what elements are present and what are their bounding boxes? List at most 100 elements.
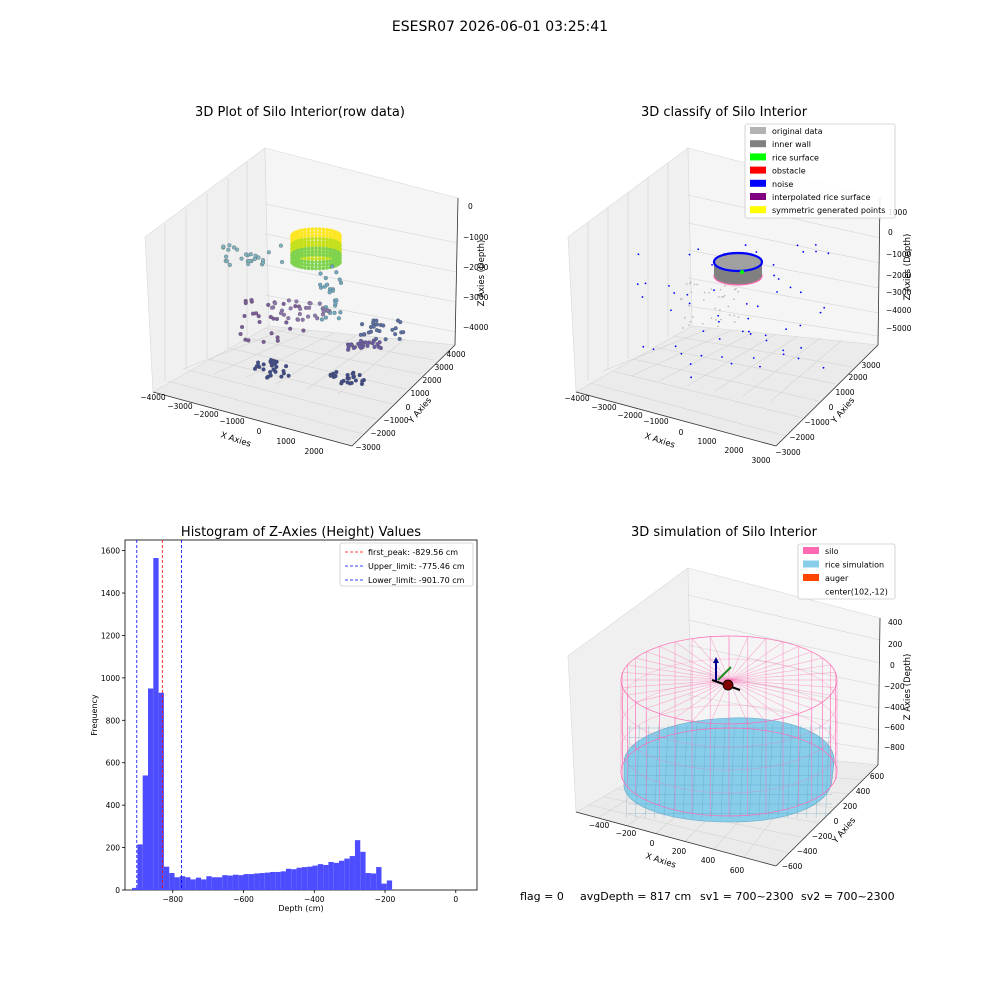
- original-data-point: [714, 307, 716, 310]
- original-data-point: [696, 283, 699, 286]
- chart4-ytick-label: 400: [856, 787, 871, 796]
- scatter-point: [306, 240, 311, 244]
- scatter-point: [252, 257, 257, 262]
- histogram-bar: [328, 862, 334, 890]
- scatter-point: [334, 369, 339, 375]
- histogram-bar: [381, 883, 387, 890]
- scatter-point: [321, 266, 326, 271]
- chart1-title: 3D Plot of Silo Interior(row data): [195, 105, 405, 120]
- silo-roof-line: [635, 657, 730, 681]
- noise-point: [772, 264, 775, 266]
- histogram-ytick-label: 200: [106, 844, 121, 853]
- chart2-xtick-label: 0: [679, 428, 684, 437]
- panel-simulation-3d: 3D simulation of Silo Interior −400 −200…: [567, 525, 913, 875]
- scatter-point: [303, 227, 307, 232]
- mesh-line: [796, 724, 802, 819]
- silo-roof-line: [728, 679, 831, 696]
- mesh-line: [815, 724, 821, 819]
- mesh-line: [720, 724, 726, 819]
- chart4-zlabel: Z Axies (Depth): [903, 654, 913, 721]
- legend-swatch: [750, 166, 766, 174]
- chart4-x-axis-line: [575, 811, 777, 867]
- scatter-point: [351, 345, 356, 351]
- scatter-point: [314, 233, 318, 238]
- chart2-ztick-label: −3000: [886, 288, 912, 297]
- original-data-point: [734, 288, 736, 291]
- histogram-bar: [211, 877, 217, 890]
- chart4-xtick-label: 200: [672, 847, 687, 856]
- scatter-point: [325, 262, 329, 267]
- scatter-point: [310, 236, 315, 241]
- rice-surface-point: [740, 270, 744, 274]
- scatter-point: [297, 238, 301, 243]
- scatter-point: [273, 301, 278, 306]
- scatter-point: [300, 228, 304, 233]
- legend-label: first_peak: -829.56 cm: [368, 548, 458, 557]
- scatter-point: [306, 263, 311, 267]
- noise-point: [668, 284, 670, 287]
- silo-roof-line: [627, 664, 730, 681]
- noise-point: [689, 363, 692, 365]
- chart1-xtick-label: 2000: [304, 447, 323, 456]
- histogram-bar: [174, 877, 180, 890]
- histogram-bar: [285, 868, 292, 890]
- histogram-bar: [296, 867, 302, 890]
- original-data-point: [721, 296, 723, 298]
- scatter-point: [268, 370, 273, 375]
- histogram-bar: [185, 877, 191, 890]
- scatter-point: [328, 247, 332, 252]
- scatter-point: [297, 248, 301, 253]
- scatter-point: [330, 288, 335, 293]
- scatter-point: [226, 247, 231, 252]
- scatter-point: [261, 339, 266, 344]
- mesh-line: [654, 724, 659, 819]
- scatter-point: [249, 297, 254, 303]
- scatter-point: [328, 234, 332, 239]
- chart4-ztick-label: 0: [890, 661, 895, 670]
- scatter-point: [317, 301, 322, 306]
- chart1-z-axis-line: [454, 197, 459, 346]
- silo-roof-line: [674, 679, 730, 719]
- scatter-point: [303, 256, 307, 261]
- scatter-point: [300, 247, 304, 252]
- scatter-point: [246, 262, 251, 267]
- original-data-point: [690, 291, 693, 294]
- silo-roof-line: [728, 641, 784, 681]
- noise-point: [827, 252, 830, 255]
- scatter-point: [317, 260, 322, 264]
- scatter-point: [321, 256, 326, 261]
- chart3-legend-box: [339, 542, 474, 587]
- noise-point: [782, 349, 785, 352]
- scatter-point: [401, 330, 406, 335]
- noise-point: [718, 338, 721, 340]
- original-data-point: [723, 294, 726, 297]
- legend-label: original data: [772, 127, 823, 136]
- chart1-xtick-label: −2000: [193, 410, 219, 419]
- scatter-point: [310, 260, 315, 264]
- original-data-point: [727, 305, 730, 308]
- chart4-ytick-label: −600: [782, 862, 803, 871]
- histogram-bar: [137, 844, 143, 890]
- noise-point: [690, 376, 693, 379]
- legend-label: obstacle: [772, 167, 806, 176]
- histogram-bar: [201, 879, 207, 890]
- original-data-point: [693, 283, 696, 286]
- scatter-point: [310, 233, 315, 238]
- scatter-point: [310, 243, 315, 247]
- scatter-point: [328, 228, 332, 233]
- scatter-point: [331, 374, 336, 380]
- legend-swatch: [750, 140, 766, 148]
- scatter-point: [266, 302, 271, 307]
- scatter-point: [303, 237, 307, 242]
- scatter-point: [361, 378, 366, 383]
- scatter-point: [314, 263, 318, 268]
- noise-point: [773, 274, 775, 277]
- histogram-bar: [339, 860, 345, 890]
- scatter-point: [321, 249, 326, 254]
- legend-label: rice surface: [772, 153, 819, 162]
- histogram-bar: [360, 851, 366, 890]
- scatter-point: [390, 327, 395, 332]
- original-data-point: [715, 319, 717, 321]
- scatter-point: [325, 259, 329, 264]
- noise-point: [718, 320, 720, 323]
